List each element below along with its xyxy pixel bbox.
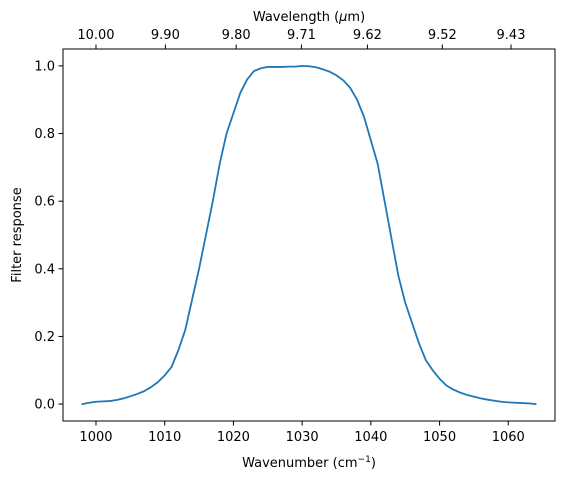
series-layer xyxy=(81,65,537,405)
y-tick-label: 0.6 xyxy=(34,195,55,210)
x-axis-label-suffix: ) xyxy=(371,456,376,471)
y-tick-label: 0.0 xyxy=(34,398,55,413)
plot-frame xyxy=(62,48,556,422)
top-x-axis-label: Wavelength (μm) xyxy=(253,10,365,25)
ticks-layer: 1000 1010 1020 1030 1040 1050 1060 0.0 0.2 0.4 0.6… xyxy=(34,28,525,445)
top-x-tick-label: 9.52 xyxy=(428,28,457,43)
x-axis-label-superscript: −1 xyxy=(358,455,371,465)
top-x-tick-label: 9.90 xyxy=(151,28,180,43)
top-x-tick-label: 10.00 xyxy=(77,28,114,43)
y-axis-label: Filter response xyxy=(10,187,25,282)
top-x-axis-label-prefix: Wavelength ( xyxy=(253,10,339,25)
y-tick-label: 0.8 xyxy=(34,127,55,142)
x-axis-label: Wavenumber (cm−1) xyxy=(242,455,376,471)
x-tick-label: 1030 xyxy=(286,430,319,445)
x-tick-label: 1020 xyxy=(217,430,250,445)
x-tick-label: 1040 xyxy=(354,430,387,445)
x-tick-label: 1050 xyxy=(423,430,456,445)
x-tick-label: 1010 xyxy=(148,430,181,445)
y-tick-label: 0.2 xyxy=(34,330,55,345)
top-x-axis-label-suffix: m) xyxy=(347,10,365,25)
filter-response-line xyxy=(81,65,537,405)
top-x-axis-label-mu: μ xyxy=(338,10,347,25)
y-tick-label: 1.0 xyxy=(34,59,55,74)
top-x-tick-label: 9.62 xyxy=(353,28,382,43)
top-x-tick-label: 9.80 xyxy=(222,28,251,43)
top-x-tick-label: 9.43 xyxy=(497,28,526,43)
x-tick-label: 1060 xyxy=(492,430,525,445)
x-axis-label-prefix: Wavenumber (cm xyxy=(242,456,357,471)
top-x-tick-label: 9.71 xyxy=(287,28,316,43)
x-tick-label: 1000 xyxy=(79,430,112,445)
y-tick-label: 0.4 xyxy=(34,262,55,277)
